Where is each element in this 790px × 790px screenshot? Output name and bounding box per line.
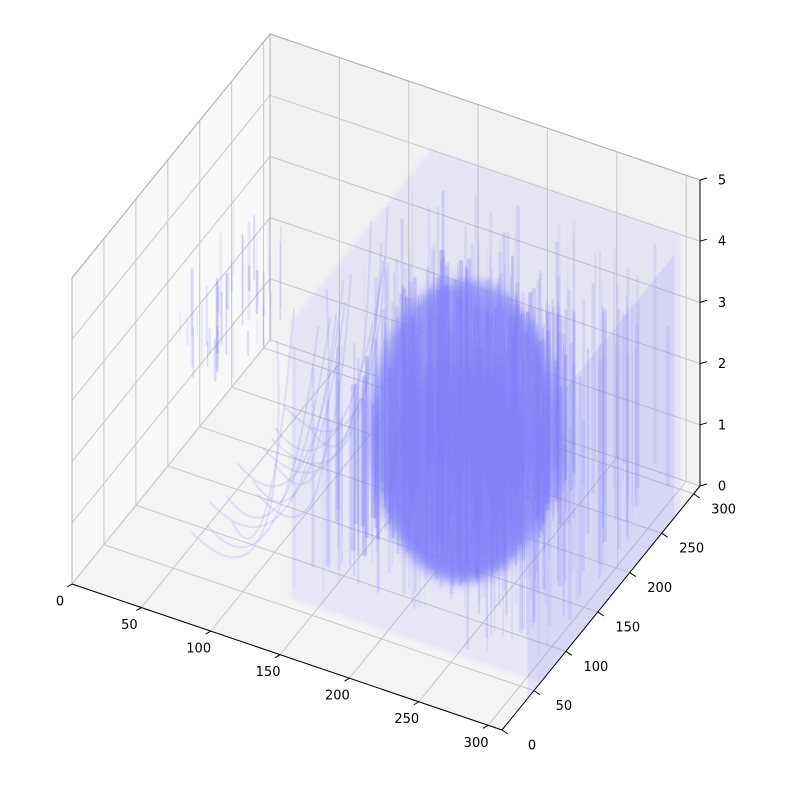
y-tick-label: 100 — [583, 660, 608, 675]
z-tick-label: 5 — [718, 174, 726, 189]
tick-marks — [66, 177, 708, 735]
z-tick-label: 4 — [718, 235, 726, 250]
x-tick — [482, 724, 489, 729]
y-tick — [693, 493, 700, 499]
y-tick-label: 300 — [711, 502, 736, 517]
x-tick — [274, 654, 281, 659]
grid-line-z — [71, 278, 271, 524]
volume-shell — [190, 340, 280, 559]
pane-edge — [71, 33, 271, 279]
volume-shell — [252, 302, 347, 503]
z-tick-label: 3 — [718, 296, 726, 311]
x-axis-line — [71, 583, 503, 731]
x-tick-label: 200 — [325, 689, 350, 704]
x-tick-label: 100 — [186, 642, 211, 657]
tick-labels: 0 50 100 150 200 250 300 0 50 100 150 200 250 300 0 1 2 3… — [56, 174, 736, 754]
z-tick — [699, 361, 708, 365]
x-tick-label: 50 — [121, 618, 138, 633]
y-tick — [597, 611, 605, 617]
y-tick-label: 200 — [647, 581, 672, 596]
y-tick-label: 150 — [615, 620, 640, 635]
x-tick — [413, 701, 420, 706]
volume-shell — [231, 308, 296, 540]
left-pane — [72, 34, 270, 584]
y-tick-label: 0 — [528, 739, 536, 754]
y-tick — [661, 532, 668, 538]
y-tick — [565, 650, 573, 656]
x-tick-label: 0 — [56, 595, 64, 610]
x-tick-label: 300 — [464, 736, 489, 751]
volume-shell — [274, 274, 352, 486]
y-tick — [501, 729, 509, 735]
volume-shell — [284, 206, 389, 433]
volume-shell — [206, 325, 320, 549]
z-tick-label: 2 — [718, 357, 726, 372]
volume-shell — [274, 257, 387, 452]
grid-line-z — [71, 339, 271, 585]
z-tick-label: 1 — [718, 418, 726, 433]
volume-shell — [256, 288, 330, 518]
y-axis-line — [501, 485, 701, 731]
grid-line-z — [71, 156, 271, 401]
x-tick — [136, 607, 142, 611]
z-tick — [699, 299, 708, 303]
volume-shell — [262, 260, 385, 474]
volume-shell — [309, 220, 372, 448]
z-tick — [699, 238, 708, 242]
volume-core — [388, 360, 528, 581]
data-volume — [179, 149, 681, 699]
grid-line-z — [71, 94, 271, 340]
y-tick — [629, 572, 637, 577]
pane-edge — [269, 33, 701, 181]
axis-lines — [71, 180, 701, 731]
y-tick-label: 250 — [679, 542, 704, 557]
x-tick — [344, 677, 350, 682]
grid-line-y — [103, 544, 535, 692]
volume-shell — [236, 279, 345, 488]
volume-slab — [527, 254, 675, 699]
volume-shell — [270, 241, 383, 465]
volume-shell — [209, 313, 338, 529]
z-tick-label: 0 — [718, 480, 726, 495]
x-tick-label: 250 — [394, 712, 419, 727]
x-tick — [205, 630, 211, 635]
z-tick — [699, 483, 708, 487]
z-tick — [699, 422, 708, 426]
x-tick — [66, 583, 73, 588]
y-tick — [533, 690, 541, 696]
volume-shell — [225, 317, 332, 519]
y-tick-label: 50 — [556, 699, 573, 714]
grid-line-z — [71, 217, 271, 462]
z-tick — [699, 177, 708, 181]
x-tick-label: 150 — [256, 665, 281, 680]
